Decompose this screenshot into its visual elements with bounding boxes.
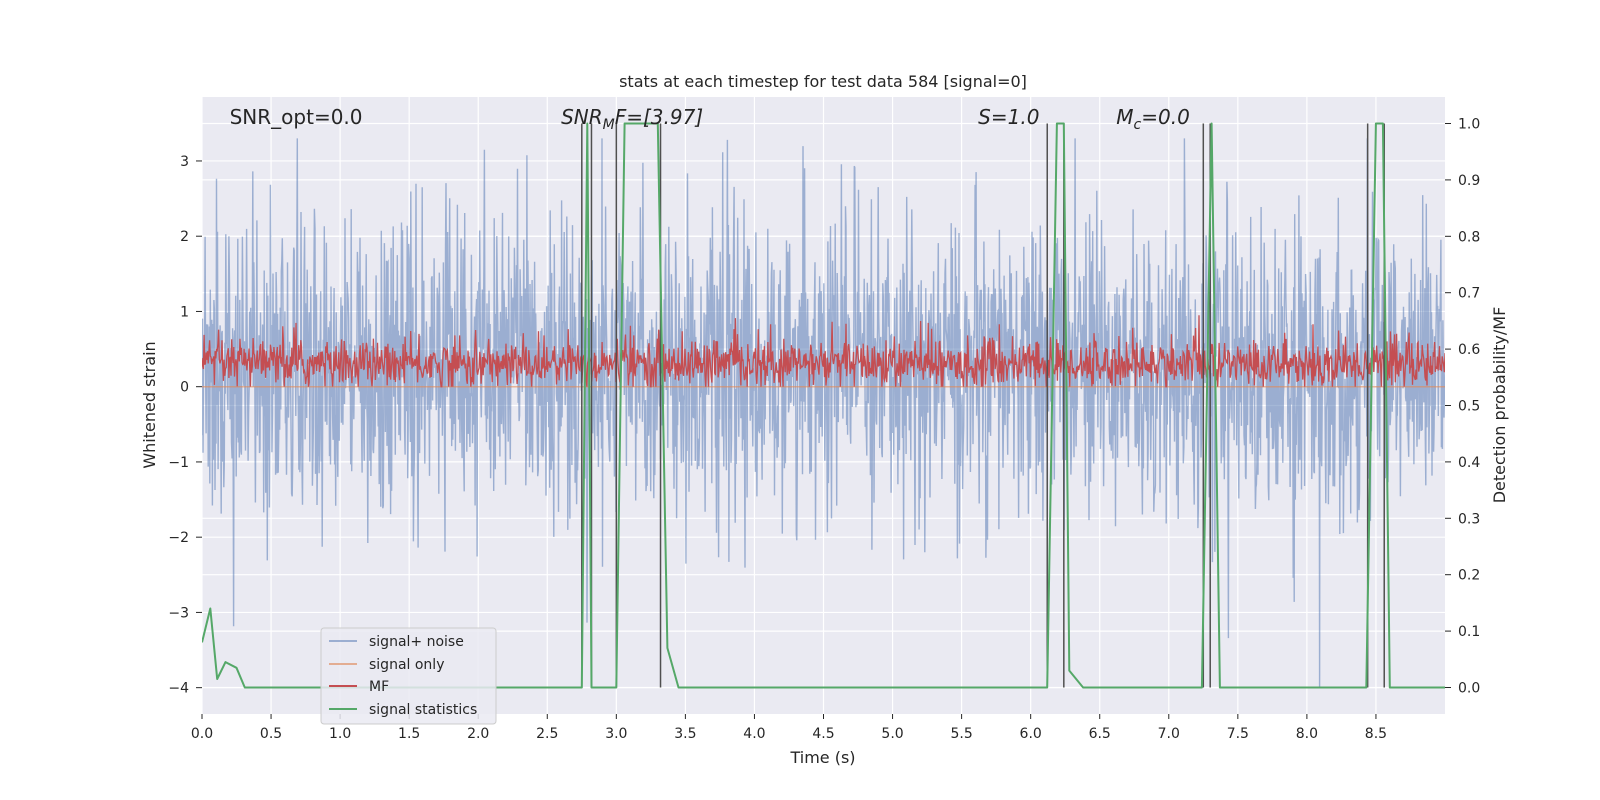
x-tick-label: 7.0	[1158, 726, 1180, 742]
y2-tick-label: 0.1	[1458, 624, 1480, 640]
annotation-text: Mc=0.0	[1116, 105, 1190, 133]
y-tick-label: 3	[180, 154, 189, 170]
y-tick-label: −3	[168, 605, 189, 621]
y2-tick-label: 0.3	[1458, 511, 1480, 527]
y2-tick-label: 0.2	[1458, 568, 1480, 584]
x-tick-label: 3.5	[674, 726, 696, 742]
x-tick-label: 6.0	[1020, 726, 1042, 742]
x-tick-label: 8.0	[1296, 726, 1318, 742]
y-tick-label: −4	[168, 681, 189, 697]
y2-tick-label: 0.7	[1458, 286, 1480, 302]
x-tick-label: 5.0	[881, 726, 903, 742]
legend-label-signal-noise: signal+ noise	[369, 634, 464, 650]
x-tick-label: 0.5	[260, 726, 282, 742]
y2-tick-label: 0.6	[1458, 342, 1480, 358]
y-tick-label: 0	[180, 380, 189, 396]
legend-label-signal-only: signal only	[369, 657, 444, 673]
x-tick-label: 3.0	[605, 726, 627, 742]
y2-tick-label: 0.4	[1458, 455, 1480, 471]
y2-tick-label: 0.0	[1458, 680, 1480, 696]
x-tick-label: 8.5	[1365, 726, 1387, 742]
x-axis-label: Time (s)	[789, 748, 855, 767]
annotation-text: S=1.0	[978, 105, 1039, 129]
x-tick-label: 6.5	[1089, 726, 1111, 742]
legend: signal+ noise signal only MF signal stat…	[321, 628, 496, 724]
x-tick-label: 0.0	[191, 726, 213, 742]
x-tick-label: 1.5	[398, 726, 420, 742]
x-tick-label: 5.5	[950, 726, 972, 742]
x-tick-label: 7.5	[1227, 726, 1249, 742]
x-tick-label: 2.0	[467, 726, 489, 742]
annotation-text: SNRMF=[3.97]	[561, 105, 703, 133]
y2-axis-label: Detection probability/MF	[1490, 307, 1509, 504]
annotation-text: SNR_opt=0.0	[230, 105, 363, 129]
x-tick-label: 4.5	[812, 726, 834, 742]
y2-tick-label: 0.9	[1458, 173, 1480, 189]
y-axis-label: Whitened strain	[140, 341, 159, 468]
y2-tick-label: 1.0	[1458, 117, 1480, 133]
x-tick-label: 1.0	[329, 726, 351, 742]
y-tick-label: 1	[180, 304, 189, 320]
y-tick-label: −1	[168, 455, 189, 471]
legend-label-signal-statistics: signal statistics	[369, 702, 477, 718]
y2-tick-label: 0.5	[1458, 399, 1480, 415]
y-tick-label: 2	[180, 229, 189, 245]
legend-label-mf: MF	[369, 679, 389, 695]
x-tick-label: 2.5	[536, 726, 558, 742]
y2-tick-label: 0.8	[1458, 229, 1480, 245]
y-tick-label: −2	[168, 530, 189, 546]
chart-title: stats at each timestep for test data 584…	[619, 72, 1027, 91]
x-tick-label: 4.0	[743, 726, 765, 742]
